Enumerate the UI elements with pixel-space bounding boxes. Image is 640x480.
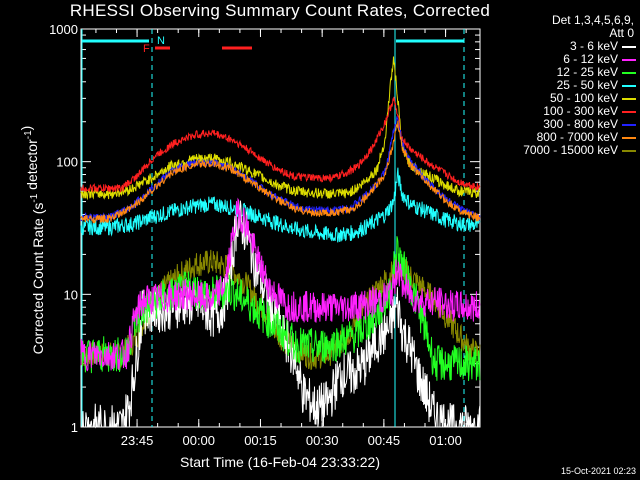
- legend-item-label: 25 - 50 keV: [556, 78, 618, 92]
- legend-item-label: 800 - 7000 keV: [536, 130, 618, 144]
- legend-item-label: 50 - 100 keV: [549, 91, 618, 105]
- legend-item-label: 100 - 300 keV: [543, 104, 618, 118]
- legend-swatch: [622, 124, 636, 126]
- legend-item: 3 - 6 keV: [486, 40, 638, 53]
- legend-item: 6 - 12 keV: [486, 53, 638, 66]
- legend-item: 300 - 800 keV: [486, 118, 638, 131]
- x-tick-label: 00:15: [244, 433, 277, 448]
- y-axis-label: Corrected Count Rate (s-1 detector-1): [18, 126, 46, 355]
- legend-header-line-1: Det 1,3,4,5,6,9,: [551, 13, 634, 27]
- x-tick-label: 00:30: [306, 433, 339, 448]
- x-tick-label: 00:00: [182, 433, 215, 448]
- series-line: [80, 120, 481, 224]
- series-line: [80, 96, 481, 193]
- legend-swatch: [622, 98, 636, 100]
- series-line: [80, 56, 481, 201]
- legend-item-label: 6 - 12 keV: [563, 52, 618, 66]
- flare-marker-label: F: [143, 43, 150, 55]
- legend-swatch: [622, 150, 636, 152]
- legend-item: 12 - 25 keV: [486, 66, 638, 79]
- legend-header-line-2: Att 0: [609, 26, 634, 40]
- y-tick-label: 10: [64, 287, 78, 302]
- legend-item: 25 - 50 keV: [486, 79, 638, 92]
- y-tick-label: 100: [56, 155, 78, 170]
- legend-item: 800 - 7000 keV: [486, 131, 638, 144]
- y-tick-label: 1: [71, 420, 78, 435]
- legend-swatch: [622, 46, 636, 48]
- legend-item: 7000 - 15000 keV: [486, 144, 638, 157]
- series-line: [80, 167, 481, 243]
- legend-item: 50 - 100 keV: [486, 92, 638, 105]
- series-lines: [80, 56, 481, 429]
- legend-swatch: [622, 137, 636, 139]
- legend-item-label: 3 - 6 keV: [569, 39, 618, 53]
- y-tick-label: 1000: [49, 22, 78, 37]
- x-tick-label: 23:45: [121, 433, 154, 448]
- legend-swatch: [622, 111, 636, 113]
- x-tick-label: 01:00: [429, 433, 462, 448]
- series-line: [80, 236, 481, 381]
- legend: 3 - 6 keV 6 - 12 keV 12 - 25 keV 25 - 50 ke…: [486, 40, 638, 157]
- night-marker-label: N: [157, 35, 165, 47]
- series-line: [80, 197, 481, 372]
- legend-item-label: 12 - 25 keV: [556, 65, 618, 79]
- legend-item-label: 7000 - 15000 keV: [523, 143, 618, 157]
- legend-item: 100 - 300 keV: [486, 105, 638, 118]
- x-tick-label: 00:45: [368, 433, 401, 448]
- legend-swatch: [622, 72, 636, 74]
- legend-item-label: 300 - 800 keV: [543, 117, 618, 131]
- legend-header: Det 1,3,4,5,6,9, Att 0: [494, 14, 634, 40]
- legend-swatch: [622, 59, 636, 61]
- timestamp: 15-Oct-2021 02:23: [560, 466, 636, 476]
- axes: 1 10 100 1000 23:45 00:00 00:15 00:30 00:45 01:00: [49, 22, 480, 448]
- legend-swatch: [622, 85, 636, 87]
- x-axis-label: Start Time (16-Feb-04 23:33:22): [180, 454, 380, 470]
- chart-title: RHESSI Observing Summary Count Rates, Co…: [69, 1, 491, 20]
